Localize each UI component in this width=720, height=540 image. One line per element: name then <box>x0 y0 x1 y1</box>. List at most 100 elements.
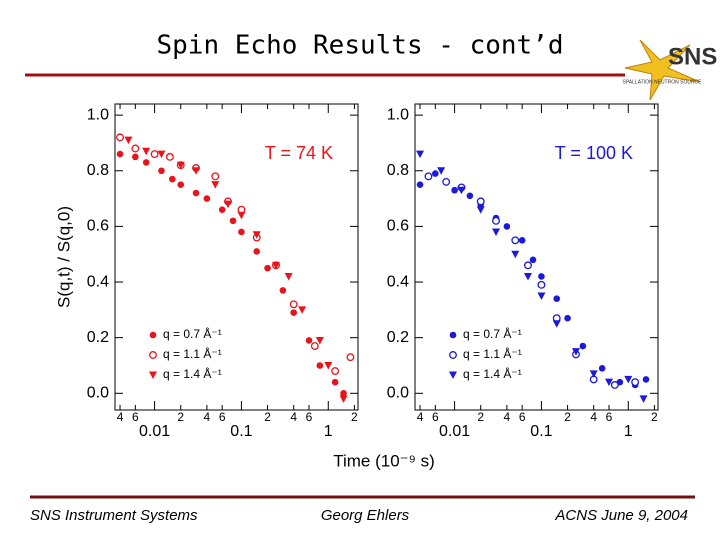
y-tick-label: 0.4 <box>387 273 409 290</box>
x-tick-label: 0.01 <box>139 423 170 440</box>
data-point <box>442 177 451 186</box>
legend-label: q = 1.4 Å⁻¹ <box>463 366 522 381</box>
data-point <box>564 314 571 322</box>
x-tick-label: 2 <box>177 410 184 424</box>
data-point <box>492 228 501 236</box>
logo: SNS SPALLATION NEUTRON SOURCE <box>623 39 717 101</box>
data-point <box>346 353 355 362</box>
data-point <box>290 309 298 316</box>
x-tick-label: 2 <box>564 410 571 424</box>
data-point <box>416 181 424 188</box>
y-axis-label: S(q,t) / S(q,0) <box>54 206 73 308</box>
y-tick-label: 0.8 <box>387 162 409 179</box>
data-point <box>552 320 561 328</box>
data-point <box>523 272 532 281</box>
data-point <box>571 348 580 356</box>
data-point <box>598 364 606 372</box>
data-point <box>177 181 185 188</box>
data-point <box>158 167 165 175</box>
data-point <box>476 206 485 214</box>
x-tick-label: 4 <box>290 410 297 424</box>
data-point <box>157 150 166 159</box>
data-point <box>142 147 151 156</box>
data-point <box>476 197 485 206</box>
x-tick-label: 4 <box>417 410 424 424</box>
y-tick-label: 0.2 <box>387 329 409 346</box>
legend-marker <box>149 371 157 379</box>
y-tick-label: 0.4 <box>87 273 109 290</box>
x-axis-label: Time (10⁻⁹ s) <box>333 451 435 470</box>
data-point <box>437 167 446 175</box>
x-tick-label: 6 <box>432 410 439 424</box>
data-point <box>253 248 261 255</box>
data-point <box>131 144 140 153</box>
data-point <box>331 367 340 376</box>
data-point <box>605 378 614 387</box>
data-point <box>316 362 324 369</box>
x-tick-label: 2 <box>351 410 358 424</box>
y-tick-label: 1.0 <box>87 106 109 123</box>
legend-label: q = 1.4 Å⁻¹ <box>163 366 222 381</box>
data-point <box>451 186 458 194</box>
data-point <box>165 152 174 161</box>
data-point <box>324 361 333 370</box>
x-tick-label: 4 <box>590 410 597 424</box>
data-point <box>511 236 520 245</box>
logo-star <box>624 39 701 101</box>
data-point <box>538 273 545 280</box>
data-point <box>176 161 185 170</box>
data-point <box>310 342 319 350</box>
data-point <box>315 336 324 345</box>
data-point <box>271 261 280 270</box>
legend-label: q = 0.7 Å⁻¹ <box>163 326 222 341</box>
data-point <box>416 150 425 159</box>
data-point <box>116 150 124 158</box>
y-tick-label: 0.0 <box>387 385 409 402</box>
x-tick-label: 6 <box>219 410 226 424</box>
y-tick-label: 0.6 <box>387 218 409 235</box>
data-point <box>589 370 598 378</box>
footer-right: ACNS June 9, 2004 <box>554 507 688 524</box>
data-point <box>238 228 245 236</box>
data-point <box>529 256 537 264</box>
data-point <box>237 211 246 220</box>
legend-marker <box>449 331 457 339</box>
data-point <box>142 159 150 166</box>
data-point <box>518 237 526 244</box>
data-point <box>631 378 640 387</box>
data-point <box>331 378 339 386</box>
x-tick-label: 1 <box>624 423 633 440</box>
legend-marker <box>449 371 457 379</box>
data-point <box>218 206 226 214</box>
x-tick-label: 1 <box>324 423 333 440</box>
data-point <box>432 170 439 177</box>
data-point <box>223 200 232 209</box>
x-tick-label: 0.01 <box>439 423 470 440</box>
x-tick-label: 4 <box>204 410 211 424</box>
data-point <box>211 172 220 181</box>
data-point <box>340 390 347 397</box>
y-tick-label: 0.0 <box>87 385 109 402</box>
plot-frame <box>414 103 659 411</box>
logo-text: SNS <box>668 43 717 70</box>
annotation: T = 74 K <box>265 143 333 163</box>
data-point <box>610 381 619 389</box>
x-tick-label: 4 <box>117 410 124 424</box>
data-point <box>211 181 220 189</box>
data-point <box>132 153 139 161</box>
legend-label: q = 1.1 Å⁻¹ <box>463 346 522 361</box>
data-point <box>305 337 313 344</box>
legend-label: q = 0.7 Å⁻¹ <box>463 326 522 341</box>
legend-label: q = 1.1 Å⁻¹ <box>163 346 222 361</box>
x-tick-label: 2 <box>651 410 658 424</box>
data-point <box>229 217 237 225</box>
data-point <box>339 395 348 403</box>
y-tick-label: 0.8 <box>87 162 109 179</box>
data-point <box>150 150 159 159</box>
x-tick-label: 4 <box>504 410 511 424</box>
data-point <box>284 272 293 281</box>
data-point <box>537 292 546 300</box>
x-tick-label: 6 <box>306 410 313 424</box>
y-tick-label: 0.6 <box>87 218 109 235</box>
